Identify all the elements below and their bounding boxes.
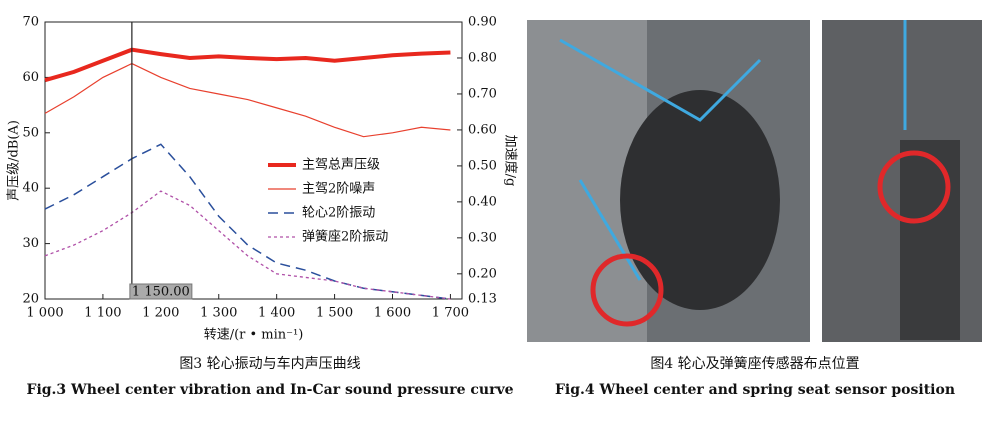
photo-wheel-center xyxy=(527,20,810,342)
y-axis-label: 声压级/dB(A) xyxy=(7,120,22,201)
y2-tick-label: 0.13 xyxy=(468,292,497,307)
x-tick-label: 1 400 xyxy=(258,306,295,321)
y2-tick-label: 0.50 xyxy=(468,158,497,173)
x-tick-label: 1 700 xyxy=(432,306,469,321)
x-tick-label: 1 200 xyxy=(142,306,179,321)
x-axis-label: 转速/(r • min⁻¹) xyxy=(204,328,304,343)
caption: Fig.3 Wheel center vibration and In-Car … xyxy=(27,382,514,398)
x-tick-label: 1 600 xyxy=(374,306,411,321)
series-line xyxy=(44,190,451,300)
x-tick-label: 1 500 xyxy=(316,306,353,321)
x-tick-label: 1 000 xyxy=(26,306,63,321)
plot-frame xyxy=(44,21,463,300)
marker-label: 1 150.00 xyxy=(132,285,190,300)
y-tick-label: 60 xyxy=(22,70,39,85)
y-tick-label: 20 xyxy=(22,292,39,307)
y2-axis-label: 加速度/g xyxy=(503,135,519,187)
legend-label: 弹簧座2阶振动 xyxy=(302,229,388,245)
y2-tick-label: 0.30 xyxy=(468,230,497,245)
y2-tick-label: 0.20 xyxy=(468,266,497,281)
series-line xyxy=(44,143,451,300)
caption: 图3 轮心振动与车内声压曲线 xyxy=(179,355,360,372)
legend-label: 轮心2阶振动 xyxy=(302,206,375,221)
caption: Fig.4 Wheel center and spring seat senso… xyxy=(555,382,955,398)
y-tick-label: 50 xyxy=(22,125,39,140)
x-tick-label: 1 100 xyxy=(84,306,121,321)
marker-box xyxy=(129,283,193,300)
series-line xyxy=(44,47,451,83)
legend-label: 主驾2阶噪声 xyxy=(302,182,375,197)
legend-label: 主驾总声压级 xyxy=(302,158,380,173)
y-tick-label: 40 xyxy=(22,181,39,196)
y-tick-label: 30 xyxy=(22,236,39,251)
y2-tick-label: 0.60 xyxy=(468,122,497,137)
x-tick-label: 1 300 xyxy=(200,306,237,321)
y2-tick-label: 0.90 xyxy=(468,15,497,30)
y2-tick-label: 0.80 xyxy=(468,50,497,65)
y2-tick-label: 0.70 xyxy=(468,86,497,101)
photo-spring-seat xyxy=(822,20,982,342)
y2-tick-label: 0.40 xyxy=(468,194,497,209)
y-tick-label: 70 xyxy=(22,15,39,30)
series-line xyxy=(44,62,451,138)
caption: 图4 轮心及弹簧座传感器布点位置 xyxy=(650,355,859,372)
